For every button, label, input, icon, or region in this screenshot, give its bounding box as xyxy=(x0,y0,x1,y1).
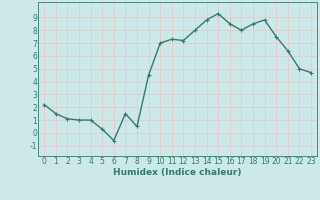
X-axis label: Humidex (Indice chaleur): Humidex (Indice chaleur) xyxy=(113,168,242,177)
